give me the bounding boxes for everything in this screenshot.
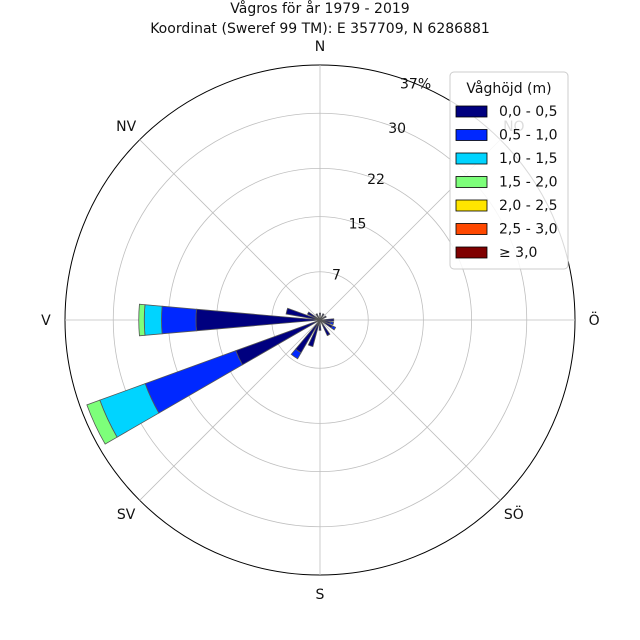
legend-swatch	[455, 199, 488, 212]
rose-bar-segment	[318, 319, 322, 331]
chart-subtitle: Koordinat (Sweref 99 TM): E 357709, N 62…	[150, 21, 490, 37]
ring-label-37: 37%	[400, 76, 431, 92]
legend-frame	[449, 71, 569, 270]
chart-title: Vågros för år 1979 - 2019	[230, 0, 409, 17]
rose-bars	[86, 303, 337, 445]
legend-entry-label: 1,0 - 1,5	[499, 151, 557, 167]
legend-swatch	[455, 105, 488, 118]
polar-grid	[64, 64, 576, 576]
ring-label-7: 7	[332, 267, 341, 283]
legend-entry-label: ≥ 3,0	[499, 245, 537, 261]
ring-label-22: 22	[367, 172, 385, 188]
legend-entry-label: 0,0 - 0,5	[499, 104, 557, 120]
direction-label-nv: NV	[116, 119, 136, 135]
rose-bar-segment	[315, 313, 321, 321]
direction-labels: N NO Ö SÖ S SV V NV	[41, 39, 600, 603]
legend-entry-label: 2,0 - 2,5	[499, 198, 557, 214]
legend-title: Våghöjd (m)	[466, 80, 551, 97]
rose-bar-segment	[290, 348, 302, 360]
direction-label-so: SÖ	[504, 505, 524, 523]
rose-bar-segment	[307, 319, 321, 348]
rose-bar-segment	[285, 307, 321, 321]
rose-bar-segment	[330, 325, 337, 331]
rose-bar-segment	[319, 313, 325, 321]
ring-labels: 7 15 22 30 37%	[332, 76, 431, 283]
direction-label-n: N	[315, 39, 325, 55]
polar-spoke	[139, 319, 321, 501]
rose-bar-segment	[138, 303, 146, 337]
rose-bar-segment	[86, 399, 118, 445]
polar-spoke	[139, 139, 321, 321]
ring-label-30: 30	[388, 121, 406, 137]
rose-bar-segment	[306, 311, 321, 321]
direction-label-s: S	[316, 587, 325, 603]
rose-bar-segment	[161, 305, 197, 335]
legend: Våghöjd (m) 0,0 - 0,5 0,5 - 1,0 1,0 - 1,5 1…	[449, 71, 569, 270]
rose-bar-segment	[319, 319, 331, 337]
legend-swatch	[455, 152, 488, 165]
legend-swatch	[455, 223, 488, 235]
rose-bar-segment	[318, 312, 322, 321]
rose-bar-segment	[319, 318, 335, 322]
direction-label-sv: SV	[117, 507, 136, 523]
legend-swatch	[455, 246, 488, 259]
polar-spoke	[319, 319, 501, 501]
legend-entry-label: 1,5 - 2,0	[499, 175, 557, 191]
rose-bar-segment	[143, 304, 163, 336]
legend-swatch	[455, 129, 488, 141]
rose-bar-segment	[319, 315, 327, 321]
direction-label-o: Ö	[589, 311, 600, 329]
legend-swatch	[455, 176, 488, 188]
legend-entry-label: 0,5 - 1,0	[499, 128, 557, 144]
legend-entry-label: 2,5 - 3,0	[499, 222, 557, 238]
ring-label-15: 15	[349, 216, 367, 232]
rose-bar-segment	[329, 321, 335, 326]
direction-label-v: V	[41, 313, 51, 329]
